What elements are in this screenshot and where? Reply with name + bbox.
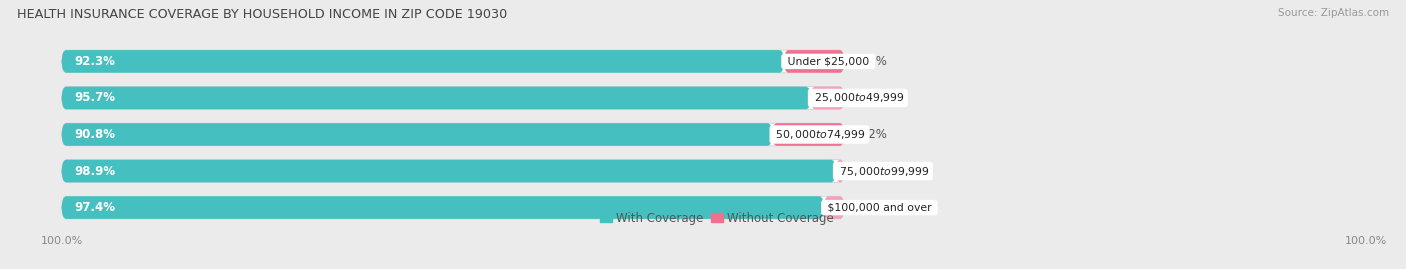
FancyBboxPatch shape bbox=[62, 196, 844, 219]
FancyBboxPatch shape bbox=[835, 160, 844, 182]
Text: $25,000 to $49,999: $25,000 to $49,999 bbox=[811, 91, 905, 104]
FancyBboxPatch shape bbox=[62, 50, 844, 73]
Text: $75,000 to $99,999: $75,000 to $99,999 bbox=[835, 165, 931, 178]
Text: 1.1%: 1.1% bbox=[858, 165, 887, 178]
Text: 90.8%: 90.8% bbox=[75, 128, 115, 141]
Text: 9.2%: 9.2% bbox=[858, 128, 887, 141]
Text: 4.3%: 4.3% bbox=[858, 91, 887, 104]
FancyBboxPatch shape bbox=[62, 87, 844, 109]
FancyBboxPatch shape bbox=[62, 160, 844, 182]
FancyBboxPatch shape bbox=[811, 87, 844, 109]
FancyBboxPatch shape bbox=[62, 196, 824, 219]
Text: Source: ZipAtlas.com: Source: ZipAtlas.com bbox=[1278, 8, 1389, 18]
FancyBboxPatch shape bbox=[62, 87, 811, 109]
Text: $100,000 and over: $100,000 and over bbox=[824, 203, 935, 213]
FancyBboxPatch shape bbox=[62, 160, 835, 182]
Text: 97.4%: 97.4% bbox=[75, 201, 115, 214]
Text: 95.7%: 95.7% bbox=[75, 91, 115, 104]
FancyBboxPatch shape bbox=[785, 50, 844, 73]
FancyBboxPatch shape bbox=[772, 123, 844, 146]
FancyBboxPatch shape bbox=[62, 123, 772, 146]
FancyBboxPatch shape bbox=[62, 123, 844, 146]
Text: 92.3%: 92.3% bbox=[75, 55, 115, 68]
Text: Under $25,000: Under $25,000 bbox=[785, 56, 873, 66]
FancyBboxPatch shape bbox=[62, 50, 785, 73]
Text: 7.7%: 7.7% bbox=[858, 55, 887, 68]
Legend: With Coverage, Without Coverage: With Coverage, Without Coverage bbox=[595, 207, 839, 229]
Text: $50,000 to $74,999: $50,000 to $74,999 bbox=[772, 128, 868, 141]
FancyBboxPatch shape bbox=[824, 196, 844, 219]
Text: 98.9%: 98.9% bbox=[75, 165, 115, 178]
Text: HEALTH INSURANCE COVERAGE BY HOUSEHOLD INCOME IN ZIP CODE 19030: HEALTH INSURANCE COVERAGE BY HOUSEHOLD I… bbox=[17, 8, 508, 21]
Text: 2.6%: 2.6% bbox=[858, 201, 887, 214]
